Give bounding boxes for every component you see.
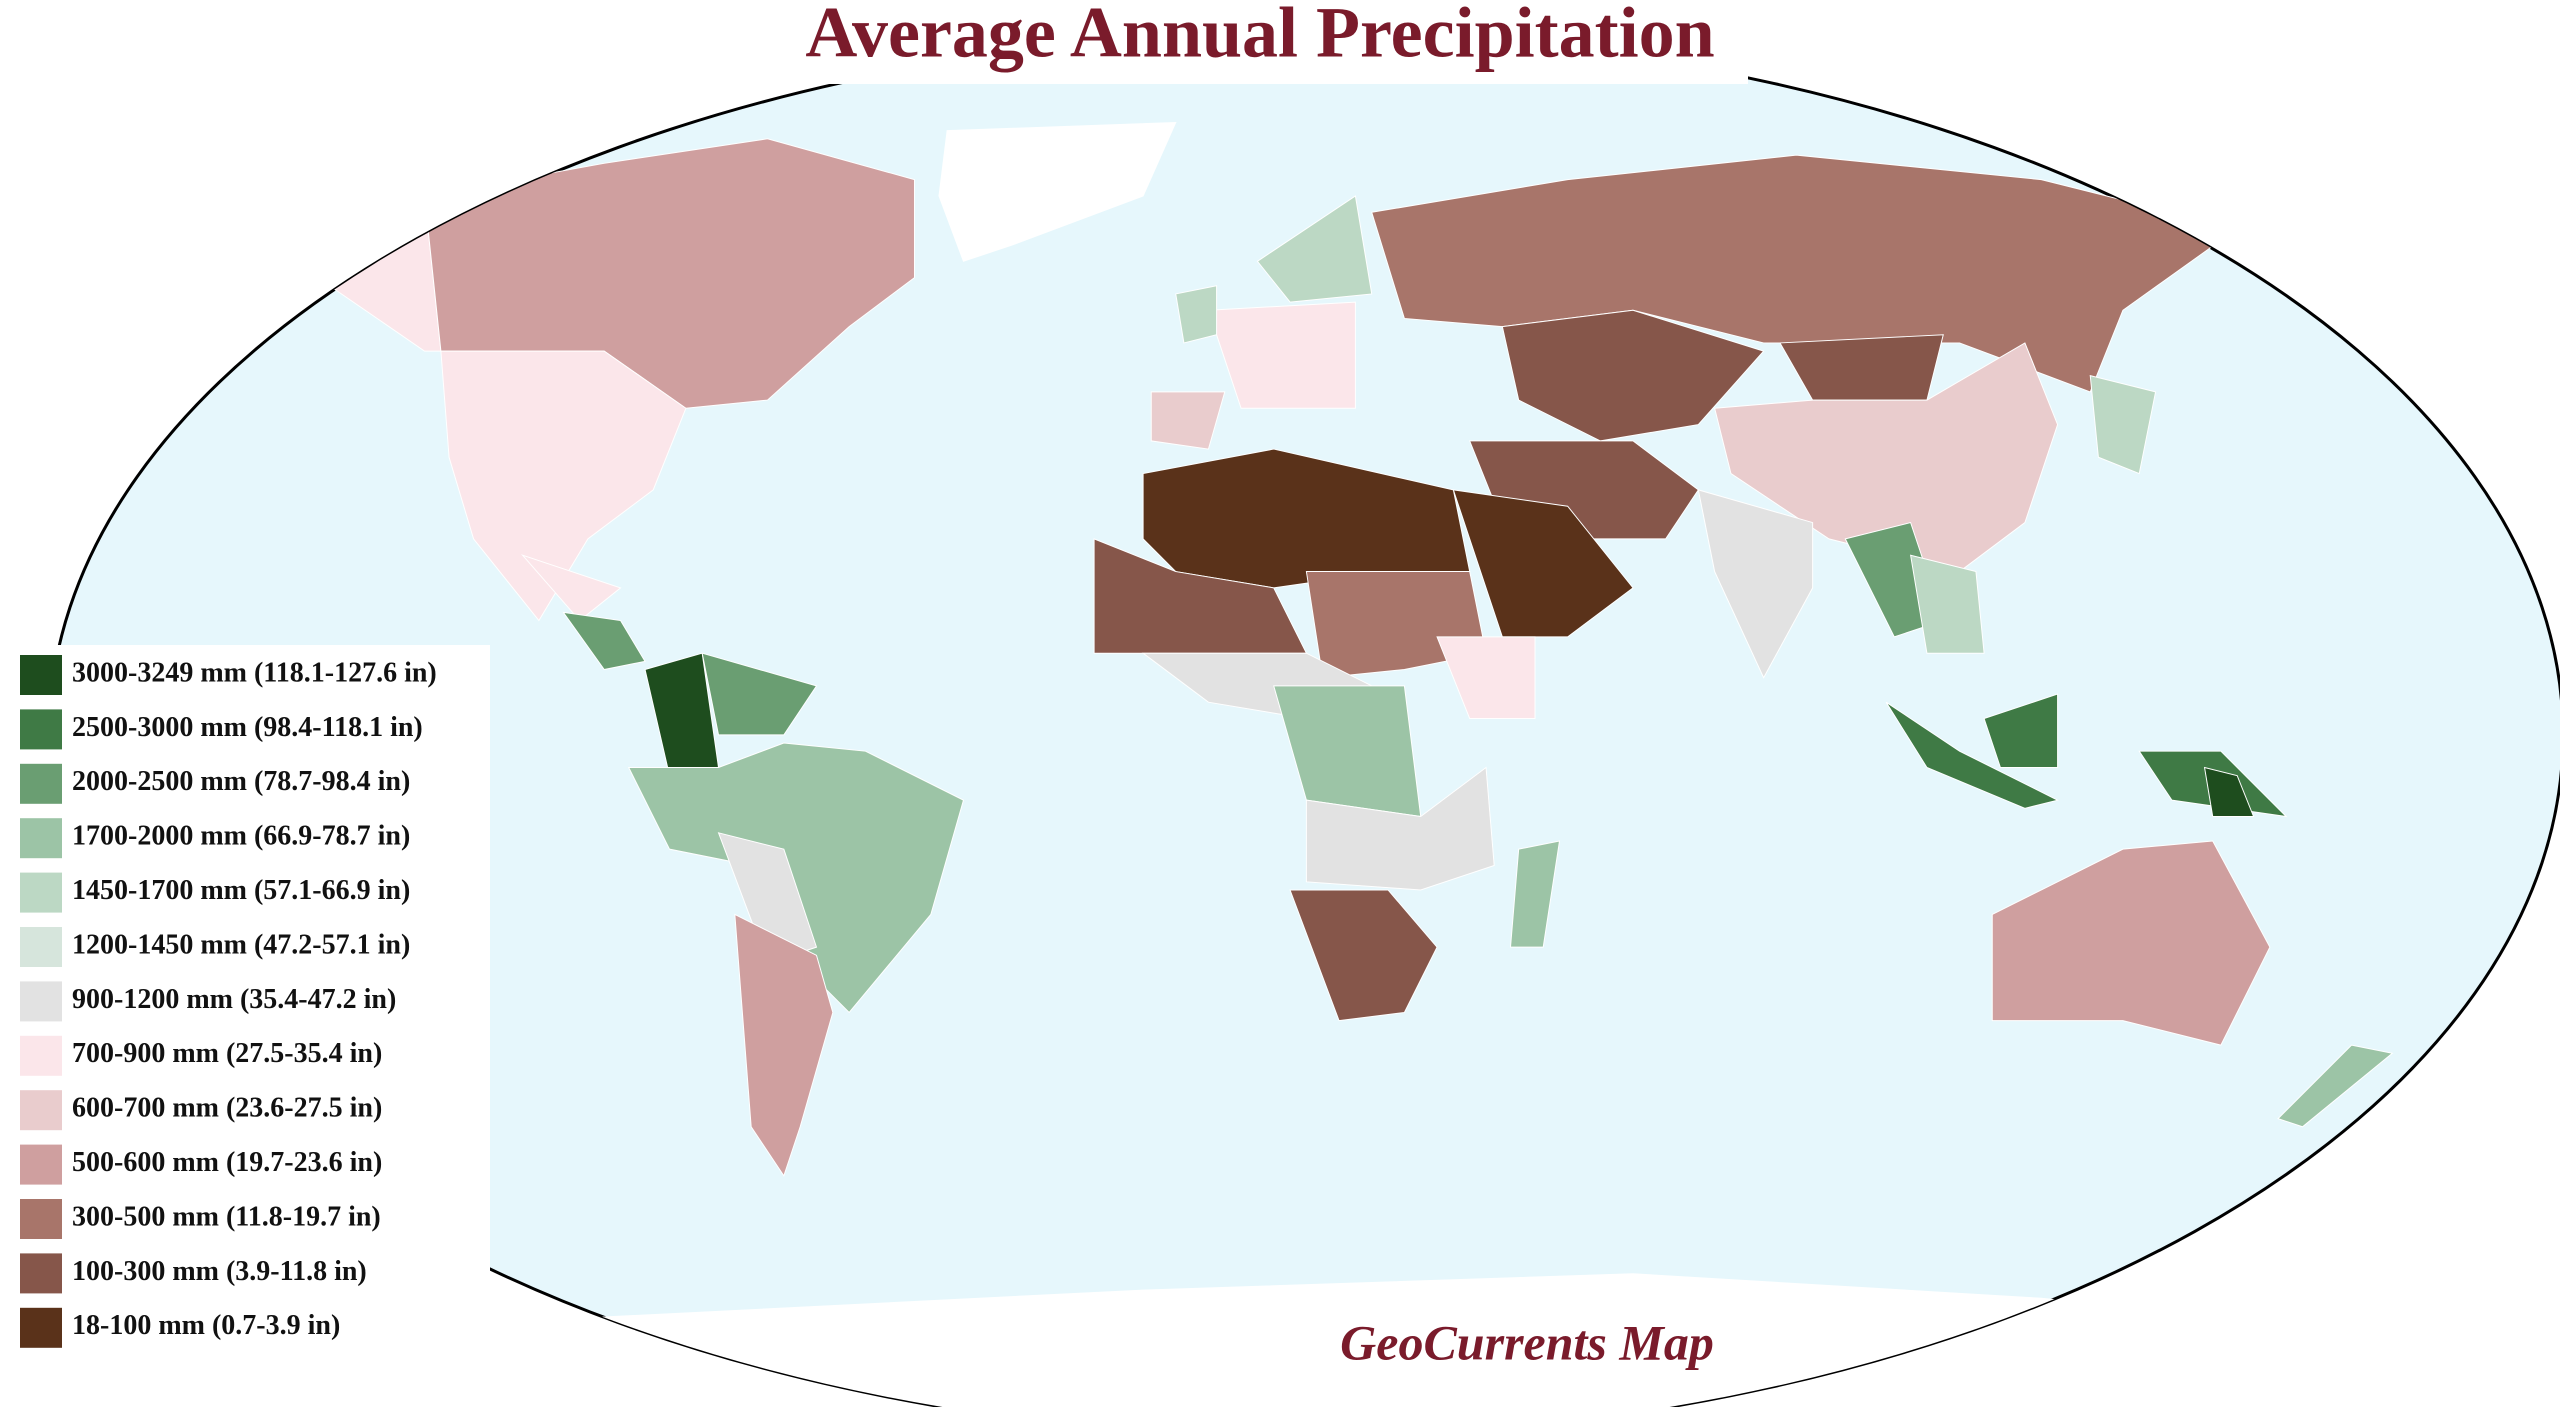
legend-swatch xyxy=(20,763,62,804)
legend-label: 900-1200 mm (35.4-47.2 in) xyxy=(72,984,396,1015)
map-credit: GeoCurrents Map xyxy=(1340,1314,1714,1370)
legend-swatch xyxy=(20,1090,62,1131)
legend-swatch xyxy=(20,981,62,1022)
land xyxy=(292,121,2560,1407)
legend-label: 100-300 mm (3.9-11.8 in) xyxy=(72,1256,367,1287)
legend-label: 1700-2000 mm (66.9-78.7 in) xyxy=(72,821,410,852)
legend-label: 300-500 mm (11.8-19.7 in) xyxy=(72,1201,381,1232)
legend-label: 1450-1700 mm (57.1-66.9 in) xyxy=(72,875,410,906)
legend-label: 2000-2500 mm (78.7-98.4 in) xyxy=(72,766,410,797)
title-background xyxy=(772,0,1748,84)
legend-swatch xyxy=(20,709,62,750)
legend-label: 18-100 mm (0.7-3.9 in) xyxy=(72,1310,340,1341)
legend-swatch xyxy=(20,1253,62,1294)
legend-label: 1200-1450 mm (47.2-57.1 in) xyxy=(72,929,410,960)
legend: 3000-3249 mm (118.1-127.6 in) 2500-3000 m… xyxy=(0,645,490,1360)
legend-swatch xyxy=(20,1307,62,1348)
legend-swatch xyxy=(20,872,62,913)
legend-swatch xyxy=(20,1144,62,1185)
map-title: Average Annual Precipitation xyxy=(805,0,1714,73)
legend-label: 2500-3000 mm (98.4-118.1 in) xyxy=(72,712,423,743)
legend-background xyxy=(0,645,490,1360)
legend-swatch xyxy=(20,1035,62,1076)
legend-swatch xyxy=(20,1199,62,1239)
legend-label: 600-700 mm (23.6-27.5 in) xyxy=(72,1093,382,1124)
legend-label: 500-600 mm (19.7-23.6 in) xyxy=(72,1147,382,1178)
legend-swatch xyxy=(20,655,62,695)
legend-label: 3000-3249 mm (118.1-127.6 in) xyxy=(72,657,437,688)
legend-swatch xyxy=(20,818,62,859)
legend-label: 700-900 mm (27.5-35.4 in) xyxy=(72,1038,382,1069)
legend-swatch xyxy=(20,927,62,967)
